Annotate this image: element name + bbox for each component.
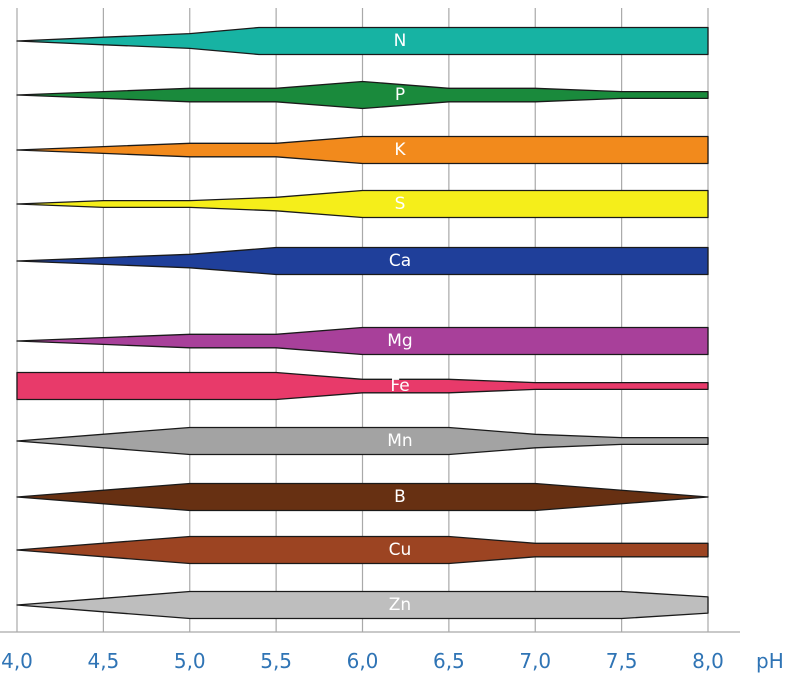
x-tick-label: 4,5	[87, 649, 119, 673]
band-label-n: N	[394, 31, 407, 51]
gridlines	[16, 8, 709, 632]
band-label-p: P	[395, 85, 405, 105]
band-label-ca: Ca	[389, 251, 411, 271]
x-tick-labels: 4,0 4,5 5,0 5,5 6,0 6,5 7,0 7,5 8,0	[1, 649, 724, 673]
band-label-cu: Cu	[389, 540, 412, 560]
x-tick-label: 7,0	[519, 649, 551, 673]
band-label-fe: Fe	[390, 376, 409, 396]
band-label-b: B	[394, 487, 406, 507]
band-n	[16, 26, 709, 56]
band-s	[16, 189, 709, 219]
x-tick-label: 5,5	[260, 649, 292, 673]
band-mn	[16, 426, 709, 456]
x-tick-label: 6,5	[433, 649, 465, 673]
x-tick-label: 5,0	[174, 649, 206, 673]
band-label-k: K	[394, 140, 406, 160]
band-fe	[16, 371, 709, 401]
band-mg	[16, 326, 709, 356]
band-b	[16, 482, 709, 512]
x-tick-label: 4,0	[1, 649, 33, 673]
x-tick-label: 6,0	[347, 649, 379, 673]
band-label-zn: Zn	[389, 595, 411, 615]
band-zn	[16, 590, 709, 620]
band-labels: N P K S Ca Mg Fe Mn B Cu Zn	[387, 31, 412, 615]
band-label-s: S	[395, 194, 406, 214]
nutrient-bands	[16, 26, 709, 620]
band-cu	[16, 535, 709, 565]
x-tick-label: 8,0	[692, 649, 724, 673]
band-label-mg: Mg	[387, 331, 412, 351]
x-axis-unit-label: pH	[756, 649, 784, 673]
band-label-mn: Mn	[387, 431, 412, 451]
band-k	[16, 135, 709, 165]
band-p	[16, 80, 709, 110]
x-tick-label: 7,5	[606, 649, 638, 673]
band-ca	[16, 246, 709, 276]
